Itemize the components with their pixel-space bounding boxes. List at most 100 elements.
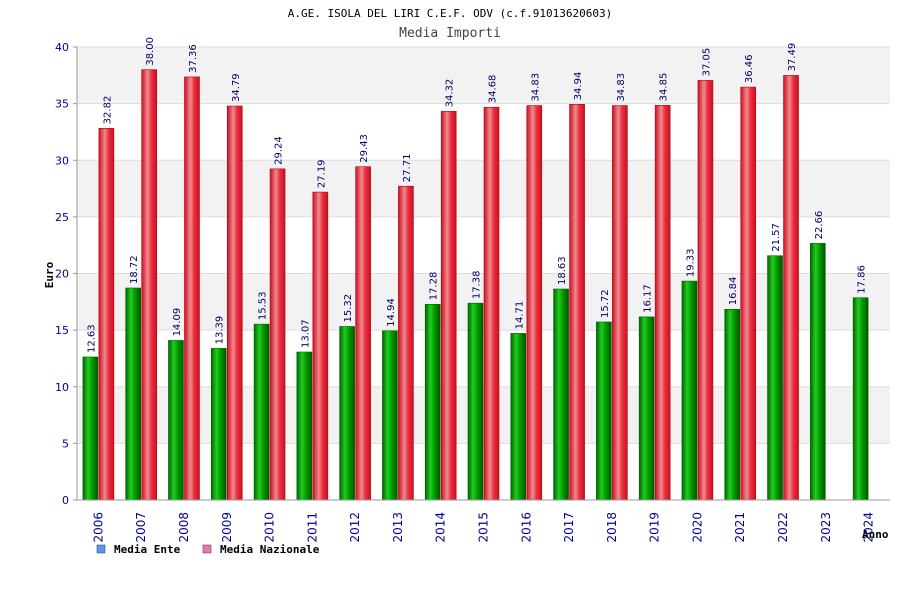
bar-media-nazionale [612, 105, 628, 501]
x-tick-label: 2024 [862, 512, 876, 543]
bar-media-ente [467, 302, 484, 501]
bar-media-nazionale [312, 191, 329, 501]
value-label: 34.32 [445, 79, 456, 108]
bar-media-nazionale [141, 69, 157, 501]
bar-media-ente [339, 326, 355, 501]
x-axis-ticks: 2006 2007 2008 2009 2010 2011 2012 2013 2014 2015… [91, 512, 875, 543]
bar-media-nazionale [526, 105, 543, 501]
legend-swatch-media-nazionale [202, 544, 212, 554]
bar-media-ente [168, 340, 184, 501]
x-tick-label: 2022 [776, 512, 790, 543]
value-label: 14.09 [172, 308, 183, 337]
bar-media-nazionale [269, 168, 286, 501]
bar-media-ente [596, 321, 612, 501]
value-label: 34.83 [616, 73, 627, 102]
value-label: 14.94 [386, 298, 397, 327]
x-tick-label: 2016 [519, 512, 533, 543]
value-label: 38.00 [145, 37, 156, 66]
value-label: 34.68 [488, 75, 499, 104]
bar-media-nazionale [483, 106, 500, 501]
x-tick-label: 2015 [477, 512, 491, 543]
legend-label-media-ente: Media Ente [114, 543, 181, 556]
value-label: 18.72 [129, 255, 140, 284]
value-label: 17.28 [429, 272, 440, 301]
bar-media-ente [125, 287, 141, 501]
y-tick-label: 15 [55, 324, 69, 337]
bar-media-nazionale [440, 111, 457, 501]
bar-media-ente [424, 304, 441, 501]
x-tick-label: 2021 [733, 512, 747, 543]
bar-media-nazionale [226, 105, 243, 501]
x-tick-label: 2012 [348, 512, 362, 543]
bar-media-nazionale [783, 75, 799, 501]
value-label: 16.84 [728, 277, 739, 306]
bar-media-nazionale [740, 86, 757, 501]
bar-media-nazionale [355, 166, 371, 501]
bar-media-ente [382, 330, 398, 501]
x-axis-label: Anno [862, 528, 889, 541]
y-tick-label: 0 [62, 494, 69, 507]
value-label: 27.71 [402, 154, 413, 183]
value-label: 32.82 [102, 96, 113, 125]
bar-media-ente [210, 348, 227, 501]
y-axis-label: Euro [43, 261, 56, 288]
legend-swatch-media-ente [96, 544, 106, 554]
value-label: 34.94 [573, 72, 584, 101]
value-label: 21.57 [771, 223, 782, 252]
y-tick-label: 25 [55, 211, 69, 224]
value-label: 29.43 [359, 134, 370, 163]
value-label: 12.63 [86, 324, 97, 353]
legend-label-media-nazionale: Media Nazionale [220, 543, 320, 556]
bar-media-ente [296, 351, 313, 501]
value-label: 22.66 [814, 211, 825, 240]
bar-media-ente [852, 297, 869, 501]
x-tick-label: 2008 [177, 512, 191, 543]
value-label: 19.33 [685, 248, 696, 277]
value-label: 34.85 [659, 73, 670, 102]
y-tick-label: 5 [62, 437, 69, 450]
legend: Media Ente Media Nazionale [96, 543, 320, 556]
value-label: 29.24 [274, 136, 285, 165]
value-label: 16.17 [643, 284, 654, 313]
value-label: 17.38 [472, 271, 483, 300]
bar-media-ente [681, 280, 698, 501]
bar-media-nazionale [98, 128, 115, 501]
bar-media-ente [638, 316, 655, 501]
bar-media-nazionale [398, 185, 414, 501]
y-tick-label: 35 [55, 98, 69, 111]
value-label: 37.49 [787, 43, 798, 72]
value-label: 27.19 [316, 159, 327, 188]
y-axis-ticks: 0 5 10 15 20 25 30 35 40 [55, 41, 77, 507]
y-tick-label: 20 [55, 268, 69, 281]
x-tick-label: 2020 [690, 512, 704, 543]
bar-media-nazionale [569, 104, 585, 501]
bar-media-ente [724, 308, 741, 501]
bar-media-nazionale [184, 76, 200, 501]
value-label: 34.83 [530, 73, 541, 102]
bar-media-ente [253, 323, 270, 501]
bar-media-ente [510, 333, 527, 501]
x-tick-label: 2017 [562, 512, 576, 543]
x-tick-label: 2009 [220, 512, 234, 543]
value-label: 13.07 [300, 319, 311, 348]
x-tick-label: 2018 [605, 512, 619, 543]
value-labels: 12.63 32.82 18.72 38.00 14.09 37.36 13.39 34.79… [86, 37, 867, 353]
x-tick-label: 2013 [391, 512, 405, 543]
value-label: 14.71 [514, 301, 525, 330]
y-tick-label: 30 [55, 154, 69, 167]
value-label: 34.79 [231, 73, 242, 102]
value-label: 37.36 [188, 44, 199, 73]
value-label: 15.32 [343, 294, 354, 323]
x-tick-label: 2007 [134, 512, 148, 543]
value-label: 13.39 [215, 316, 226, 345]
bar-media-ente [82, 356, 99, 501]
value-label: 36.46 [744, 54, 755, 83]
y-tick-label: 40 [55, 41, 69, 54]
value-label: 37.05 [701, 48, 712, 77]
value-label: 15.72 [600, 289, 611, 318]
x-tick-label: 2010 [263, 512, 277, 543]
bar-media-nazionale [654, 105, 671, 501]
x-tick-label: 2023 [819, 512, 833, 543]
x-tick-label: 2011 [305, 512, 319, 543]
